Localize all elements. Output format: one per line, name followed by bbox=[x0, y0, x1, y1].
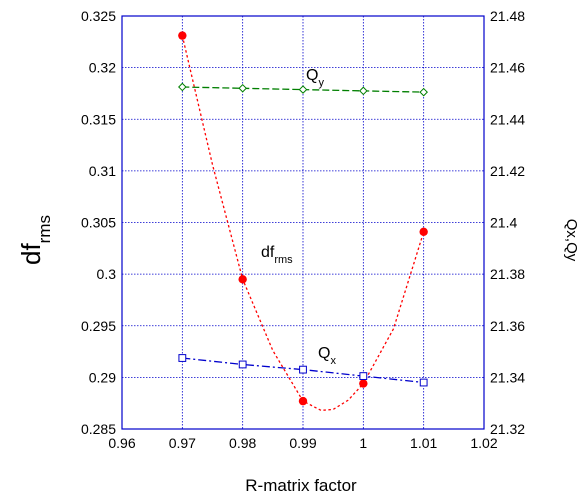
right-y-tick-label: 21.4 bbox=[490, 215, 517, 231]
df-rms-series-label: dfrms bbox=[261, 244, 293, 266]
left-y-tick-label: 0.285 bbox=[81, 421, 116, 437]
left-y-tick-label: 0.32 bbox=[89, 60, 116, 76]
right-y-tick-label: 21.32 bbox=[490, 421, 525, 437]
left-y-tick-label: 0.305 bbox=[81, 215, 116, 231]
qx-point bbox=[359, 372, 368, 380]
qx-point bbox=[178, 354, 187, 362]
right-y-tick-label: 21.36 bbox=[490, 318, 525, 334]
qx-point bbox=[299, 365, 307, 374]
series-labels: Qy dfrms Qx bbox=[261, 67, 336, 367]
right-y-tick-label: 21.34 bbox=[490, 369, 525, 385]
left-y-tick-label: 0.31 bbox=[89, 163, 116, 179]
qy-series-label: Qy bbox=[306, 67, 324, 89]
left-y-axis-label: dfrms bbox=[16, 215, 54, 265]
x-tick-label: 1.01 bbox=[410, 435, 437, 451]
right-y-tick-label: 21.44 bbox=[490, 111, 525, 127]
x-tick-label: 0.98 bbox=[229, 435, 256, 451]
left-y-axis-label-sub: rms bbox=[35, 215, 54, 243]
left-y-tick-label: 0.295 bbox=[81, 318, 116, 334]
df-rms-point bbox=[238, 275, 247, 284]
df-rms-point bbox=[419, 227, 428, 236]
grid-lines bbox=[122, 16, 484, 429]
right-y-tick-label: 21.42 bbox=[490, 163, 525, 179]
left-y-tick-label: 0.29 bbox=[89, 369, 116, 385]
df-rms-point bbox=[359, 379, 368, 388]
qy-point bbox=[419, 87, 428, 97]
qy-point bbox=[178, 82, 187, 92]
qx-point bbox=[238, 360, 247, 369]
x-tick-label: 0.99 bbox=[289, 435, 316, 451]
x-axis-ticks: 0.96 0.97 0.98 0.99 1 1.01 1.02 bbox=[108, 435, 497, 451]
series-layer bbox=[178, 31, 428, 412]
df-rms-fit-curve bbox=[181, 35, 425, 412]
left-y-tick-label: 0.325 bbox=[81, 8, 116, 24]
x-tick-label: 0.97 bbox=[169, 435, 196, 451]
qx-series-label: Qx bbox=[318, 345, 336, 367]
right-y-axis-label: Qx,Qy bbox=[563, 219, 580, 262]
plot-frame bbox=[121, 15, 485, 430]
x-tick-label: 1 bbox=[359, 435, 367, 451]
left-y-axis-label-main: df bbox=[16, 243, 46, 265]
right-y-tick-label: 21.38 bbox=[490, 266, 525, 282]
right-y-tick-label: 21.48 bbox=[490, 8, 525, 24]
x-axis-label: R-matrix factor bbox=[245, 476, 357, 495]
left-y-axis-ticks: 0.285 0.29 0.295 0.3 0.305 0.31 0.315 0.32 0.325 bbox=[81, 8, 116, 437]
df-rms-point bbox=[298, 396, 308, 406]
left-y-tick-label: 0.3 bbox=[97, 266, 117, 282]
qy-point bbox=[238, 83, 247, 93]
qx-point bbox=[419, 378, 428, 387]
qy-point bbox=[359, 86, 368, 96]
x-tick-label: 0.96 bbox=[108, 435, 135, 451]
right-y-axis-ticks: 21.32 21.34 21.36 21.38 21.4 21.42 21.44 21.46 2… bbox=[490, 8, 525, 437]
qy-point bbox=[298, 85, 308, 94]
left-y-tick-label: 0.315 bbox=[81, 111, 116, 127]
x-tick-label: 1.02 bbox=[470, 435, 497, 451]
right-y-tick-label: 21.46 bbox=[490, 60, 525, 76]
df-rms-point bbox=[178, 31, 187, 40]
